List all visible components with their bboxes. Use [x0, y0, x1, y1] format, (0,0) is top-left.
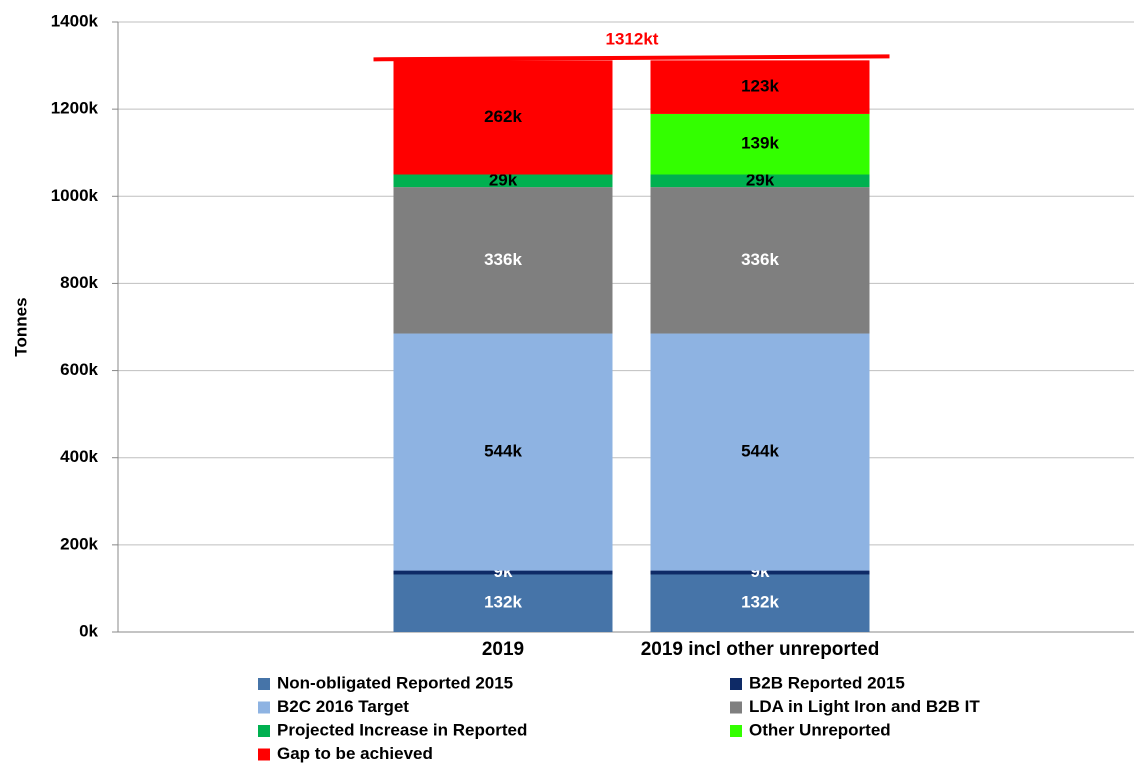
bar-segment [650, 187, 870, 334]
legend-label: Other Unreported [749, 720, 891, 739]
value-label: 139k [741, 134, 779, 153]
legend-label: Projected Increase in Reported [277, 720, 527, 739]
bar-segment [393, 187, 613, 334]
legend-label: B2C 2016 Target [277, 697, 409, 716]
bar-segment [650, 174, 870, 188]
annotation: 1312kt [606, 29, 659, 48]
legend-swatch [258, 678, 270, 690]
bar-segment [650, 574, 870, 632]
bar-segment [393, 60, 613, 175]
bar-segment [393, 574, 613, 632]
value-label: 132k [741, 593, 779, 612]
y-tick-label: 600k [60, 360, 98, 379]
bar-segment [650, 60, 870, 114]
x-tick-label: 2019 incl other unreported [641, 639, 880, 660]
bar-segment [650, 333, 870, 571]
y-axis-label: Tonnes [11, 297, 30, 356]
y-tick-label: 1400k [51, 11, 99, 30]
legend-swatch [258, 701, 270, 714]
bar-segment [650, 113, 870, 175]
bar-segment [393, 333, 613, 571]
value-label: 336k [484, 250, 522, 269]
value-label: 544k [484, 442, 522, 461]
legend-swatch [730, 725, 742, 737]
legend-swatch [730, 678, 742, 690]
y-tick-label: 200k [60, 534, 98, 553]
y-tick-label: 400k [60, 447, 98, 466]
legend-swatch [730, 701, 742, 714]
legend-label: Non-obligated Reported 2015 [277, 673, 513, 692]
value-label: 29k [489, 170, 518, 189]
legend-swatch [258, 725, 270, 737]
value-label: 29k [746, 170, 775, 189]
legend-label: Gap to be achieved [277, 744, 433, 763]
target-line [373, 54, 890, 62]
legend-swatch [258, 748, 270, 761]
legend-label: B2B Reported 2015 [749, 673, 905, 692]
y-tick-label: 0k [79, 621, 98, 640]
value-label: 336k [741, 250, 779, 269]
value-label: 132k [484, 593, 522, 612]
value-label: 123k [741, 77, 779, 96]
value-label: 262k [484, 107, 522, 126]
y-tick-label: 800k [60, 273, 98, 292]
bar-segment [393, 570, 613, 575]
x-tick-label: 2019 [482, 639, 524, 660]
y-tick-label: 1200k [51, 99, 99, 118]
bar-segment [650, 570, 870, 575]
y-tick-label: 1000k [51, 186, 99, 205]
bar-segment [393, 174, 613, 188]
legend-label: LDA in Light Iron and B2B IT [749, 697, 980, 716]
value-label: 544k [741, 442, 779, 461]
